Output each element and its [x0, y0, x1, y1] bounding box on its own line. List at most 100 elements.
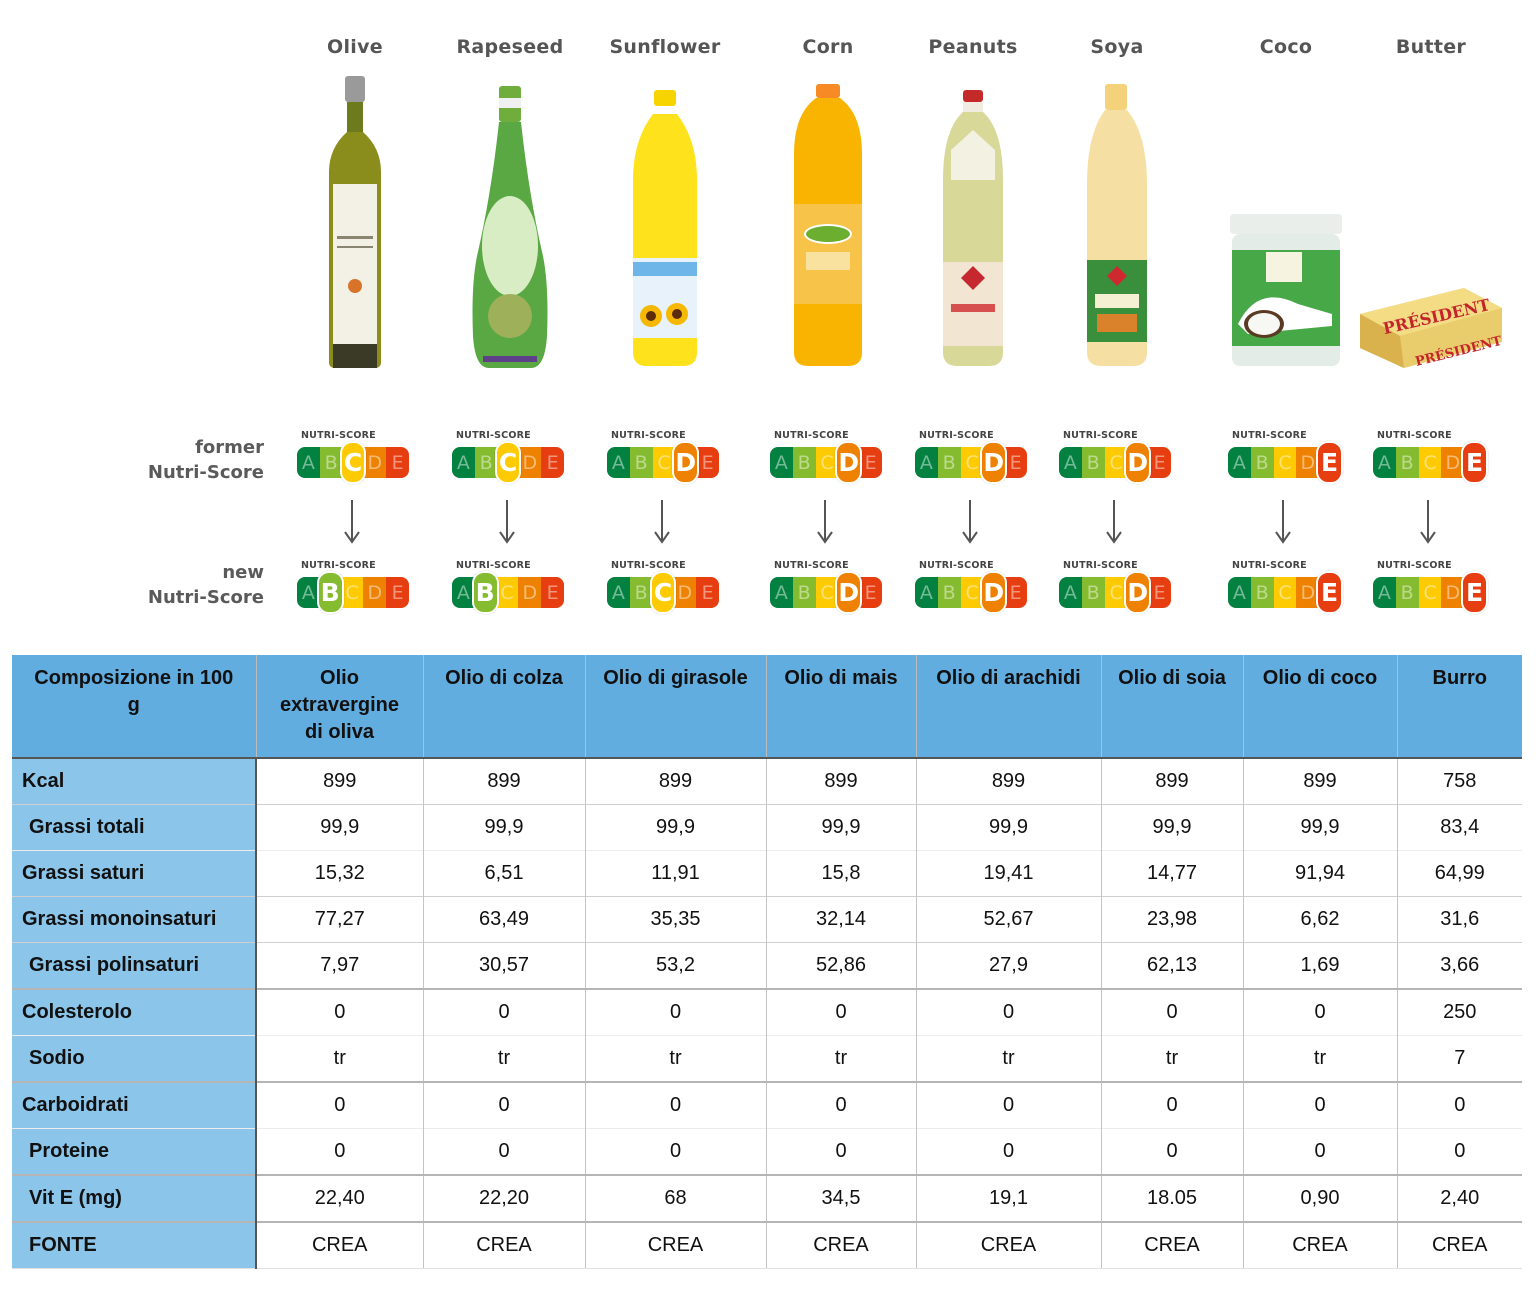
former-nutriscore-badge-rapeseed: NUTRI-SCORE A B C D E — [452, 430, 566, 484]
table-cell: 7 — [1396, 1035, 1522, 1082]
table-row: Grassi saturi 15,32 6,51 11,91 15,8 19,41 14,7… — [12, 850, 1522, 897]
down-arrow-icon — [815, 500, 835, 544]
nutriscore-grade-e: E — [1148, 577, 1171, 608]
table-cell: 99,9 — [255, 804, 423, 851]
new-nutriscore-badge-corn: NUTRI-SCORE A B C D E — [770, 560, 884, 614]
table-cell: 32,14 — [765, 896, 916, 943]
nutriscore-grade-b: B — [792, 577, 816, 608]
nutriscore-grade-a: A — [770, 577, 793, 608]
former-nutriscore-badge-butter: NUTRI-SCORE A B C D E — [1373, 430, 1488, 484]
nutriscore-grade-e: E — [541, 577, 564, 608]
nutriscore-grade-b: B — [1395, 447, 1419, 478]
nutriscore-grade-e-selected: E — [1316, 571, 1343, 614]
table-cell: 77,27 — [255, 896, 423, 943]
nutriscore-grade-a: A — [452, 577, 475, 608]
table-cell: 899 — [422, 757, 585, 805]
table-cell: 18.05 — [1100, 1174, 1243, 1222]
table-cell: 31,6 — [1396, 896, 1522, 943]
product-label-olive: Olive — [327, 36, 383, 58]
table-cell: tr — [422, 1035, 585, 1082]
product-label-sunflower: Sunflower — [609, 36, 721, 58]
nutriscore-grade-b: B — [1081, 447, 1105, 478]
nutriscore-grade-e: E — [386, 577, 409, 608]
down-arrow-icon — [960, 500, 980, 544]
table-cell: 23,98 — [1100, 896, 1243, 943]
product-image-coco — [1228, 214, 1344, 371]
table-row: Sodio tr tr tr tr tr tr tr 7 — [12, 1035, 1522, 1082]
nutriscore-grade-a: A — [1373, 447, 1396, 478]
table-cell: 0 — [584, 988, 766, 1036]
new-label-line2: Nutri-Score — [147, 587, 264, 608]
table-cell: CREA — [584, 1221, 766, 1269]
column-header: Olio di mais — [765, 655, 916, 759]
nutriscore-logo-text: NUTRI-SCORE — [1232, 430, 1307, 441]
table-cell: 30,57 — [422, 942, 585, 989]
table-cell: 0 — [915, 988, 1101, 1036]
nutriscore-grade-d: D — [1296, 577, 1320, 608]
new-nutriscore-label: new Nutri-Score — [148, 560, 264, 610]
nutriscore-grade-d: D — [518, 447, 542, 478]
table-cell: CREA — [1396, 1221, 1522, 1269]
table-cell: tr — [255, 1035, 423, 1082]
nutriscore-logo-text: NUTRI-SCORE — [301, 430, 376, 441]
former-nutriscore-badge-olive: NUTRI-SCORE A B C D E — [297, 430, 411, 484]
former-nutriscore-badge-coco: NUTRI-SCORE A B C D E — [1228, 430, 1343, 484]
nutriscore-grade-d-selected: D — [980, 571, 1008, 614]
new-nutriscore-badge-coco: NUTRI-SCORE A B C D E — [1228, 560, 1343, 614]
table-cell: 0 — [1242, 988, 1397, 1036]
table-cell: tr — [1242, 1035, 1397, 1082]
nutriscore-logo-text: NUTRI-SCORE — [919, 430, 994, 441]
table-cell: 99,9 — [765, 804, 916, 851]
nutriscore-grade-b: B — [629, 577, 653, 608]
table-cell: 99,9 — [1100, 804, 1243, 851]
nutriscore-logo-text: NUTRI-SCORE — [774, 430, 849, 441]
nutriscore-grade-a: A — [607, 447, 630, 478]
table-cell: CREA — [915, 1221, 1101, 1269]
new-nutriscore-badge-olive: NUTRI-SCORE A B C D E — [297, 560, 411, 614]
table-cell: CREA — [255, 1221, 423, 1269]
nutriscore-grade-c: C — [1104, 577, 1128, 608]
former-label-line1: former — [195, 437, 264, 458]
nutriscore-grade-c: C — [652, 447, 676, 478]
product-label-coco: Coco — [1259, 36, 1313, 58]
column-header: Olio di soia — [1100, 655, 1243, 759]
product-image-sunflower — [629, 90, 701, 371]
nutriscore-grade-e-selected: E — [1316, 441, 1343, 484]
table-cell: CREA — [1100, 1221, 1243, 1269]
table-cell: CREA — [422, 1221, 585, 1269]
nutriscore-grade-b: B — [937, 577, 961, 608]
new-nutriscore-badge-soya: NUTRI-SCORE A B C D E — [1059, 560, 1173, 614]
nutriscore-grade-b: B — [937, 447, 961, 478]
table-cell: 99,9 — [915, 804, 1101, 851]
table-cell: 0 — [915, 1081, 1101, 1129]
table-cell: 0 — [422, 1081, 585, 1129]
nutriscore-grade-a: A — [1228, 577, 1251, 608]
nutriscore-grade-b-selected: B — [471, 571, 499, 614]
nutriscore-grade-c: C — [1418, 447, 1442, 478]
product-label-soya: Soya — [1090, 36, 1144, 58]
table-cell: 0 — [1396, 1128, 1522, 1175]
table-cell: 1,69 — [1242, 942, 1397, 989]
column-header: Olio di arachidi — [915, 655, 1101, 759]
table-cell: 899 — [1100, 757, 1243, 805]
nutriscore-grade-b: B — [1250, 447, 1274, 478]
table-cell: 0 — [584, 1081, 766, 1129]
table-cell: 0 — [255, 988, 423, 1036]
table-cell: 0 — [255, 1081, 423, 1129]
nutriscore-grade-a: A — [1059, 447, 1082, 478]
new-nutriscore-badge-rapeseed: NUTRI-SCORE A B C D E — [452, 560, 566, 614]
nutriscore-grade-e: E — [1004, 447, 1027, 478]
nutriscore-grade-b-selected: B — [316, 571, 344, 614]
down-arrow-icon — [1273, 500, 1293, 544]
table-row: Proteine 0 0 0 0 0 0 0 0 — [12, 1128, 1522, 1175]
